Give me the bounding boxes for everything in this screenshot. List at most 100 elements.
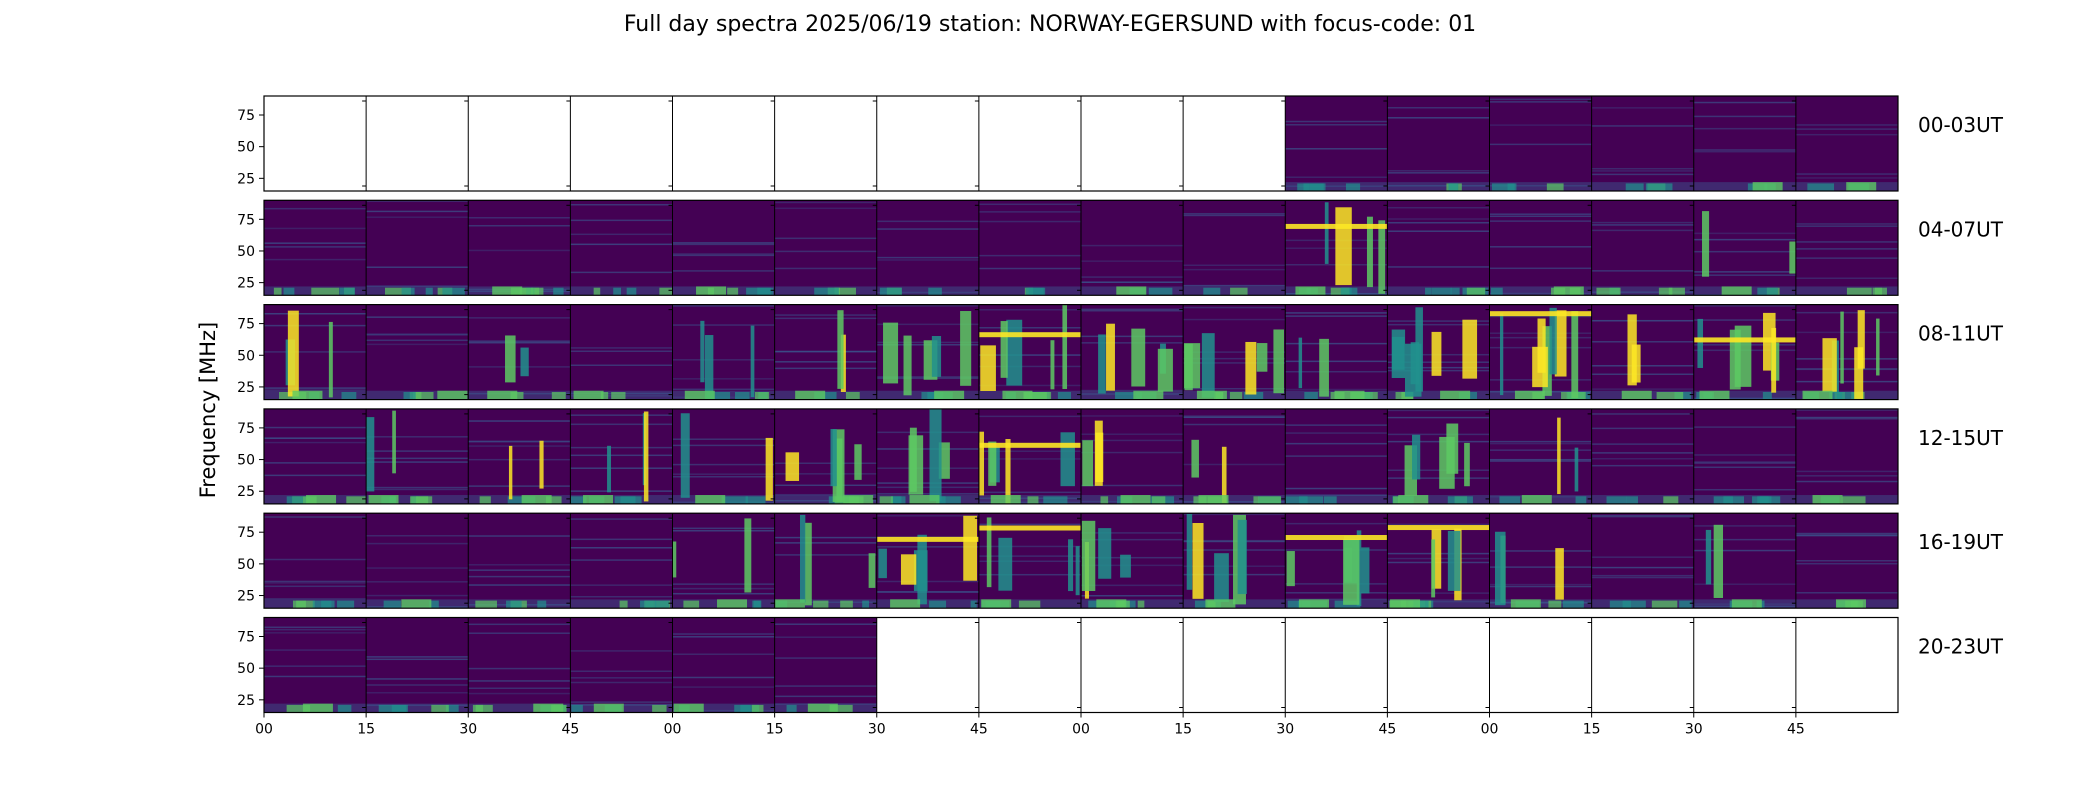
rfi-line <box>1795 380 1898 383</box>
y-tick-label: 50 <box>237 140 255 156</box>
rfi-line <box>1081 564 1184 567</box>
low-band-burst <box>1721 286 1752 296</box>
spectrogram-panel <box>1591 96 1694 191</box>
bright-band <box>1693 337 1796 343</box>
y-tick-label: 75 <box>237 421 255 437</box>
rfi-line <box>774 657 877 659</box>
rfi-line <box>978 267 1081 270</box>
low-band-burst <box>1562 600 1584 609</box>
burst-band <box>1557 417 1561 495</box>
low-band <box>1387 182 1490 191</box>
rfi-line <box>1693 319 1796 321</box>
spectrogram-panel <box>264 617 367 713</box>
burst-band <box>1273 329 1285 394</box>
low-band-burst <box>1413 600 1429 609</box>
rfi-line <box>1795 358 1898 360</box>
low-band-burst <box>1491 183 1517 191</box>
burst-band <box>980 345 996 392</box>
rfi-line <box>468 584 571 586</box>
low-band-burst <box>1575 496 1587 504</box>
rfi-line <box>264 598 367 600</box>
spectrogram-panel <box>1387 408 1490 504</box>
low-band-burst <box>813 600 829 609</box>
rfi-line <box>468 575 571 578</box>
panel-row: 25 50 75 20-23UT <box>237 616 2004 714</box>
low-band-burst <box>545 496 562 504</box>
bright-band <box>978 332 1081 338</box>
empty-panel <box>1693 617 1796 713</box>
low-band <box>876 286 979 296</box>
rfi-line <box>264 558 367 561</box>
low-band-burst <box>1253 496 1260 504</box>
low-band-burst <box>1679 600 1692 609</box>
empty-panel <box>1081 617 1184 713</box>
rfi-line <box>1081 594 1184 597</box>
spectrogram-panel <box>468 200 571 296</box>
empty-panel <box>978 96 1081 191</box>
low-band-burst <box>492 286 523 296</box>
burst-band <box>878 548 887 579</box>
rfi-line <box>468 687 571 690</box>
rfi-line <box>1795 418 1898 420</box>
rfi-line <box>1591 365 1694 367</box>
x-tick-label: 30 <box>1276 722 1294 738</box>
low-band-burst <box>1713 496 1733 504</box>
spectrogram-panel <box>1591 513 1694 609</box>
burst-band <box>785 452 800 481</box>
burst-band <box>672 541 677 578</box>
low-band-burst <box>829 704 853 713</box>
rfi-line <box>1489 215 1592 218</box>
low-band-burst <box>655 600 670 609</box>
rfi-line <box>1795 562 1898 565</box>
rfi-line <box>1693 525 1796 527</box>
low-band-burst <box>570 496 587 504</box>
low-band-burst <box>843 495 874 504</box>
low-band-burst <box>1287 600 1302 609</box>
rfi-line <box>366 200 469 202</box>
rfi-line <box>1693 149 1796 151</box>
rfi-line <box>1591 464 1694 467</box>
bright-band <box>1387 525 1490 531</box>
rfi-line <box>366 691 469 694</box>
spectrogram-panel <box>876 408 979 504</box>
low-band-burst <box>311 287 340 296</box>
rfi-line <box>672 527 775 530</box>
burst-band <box>704 335 714 400</box>
rfi-line <box>468 440 571 443</box>
rfi-line <box>1693 101 1796 104</box>
rfi-line <box>1795 475 1898 477</box>
low-band-burst <box>990 495 1021 504</box>
rfi-line <box>1591 125 1694 127</box>
rfi-line <box>1795 177 1898 179</box>
rfi-line <box>1591 443 1694 445</box>
rfi-line <box>774 350 877 353</box>
rfi-line <box>1285 360 1388 363</box>
row-frame <box>263 304 1899 401</box>
burst-band <box>1068 539 1074 592</box>
low-band-burst <box>774 599 805 609</box>
burst-band <box>986 517 992 588</box>
x-tick-label: 45 <box>970 722 988 738</box>
burst-band <box>1571 311 1579 399</box>
bright-band <box>876 536 979 542</box>
rfi-line <box>468 445 571 447</box>
rfi-line <box>1591 556 1694 558</box>
rfi-line <box>468 569 571 571</box>
low-band-burst <box>751 704 764 713</box>
rfi-line <box>1387 440 1490 443</box>
rfi-line <box>876 323 979 326</box>
rfi-line <box>1795 592 1898 594</box>
low-band-burst <box>1390 599 1421 609</box>
spectrogram-panel <box>468 304 571 400</box>
spectrogram-panel <box>366 617 469 713</box>
rfi-line <box>264 585 367 588</box>
low-band-burst <box>652 704 667 713</box>
low-band-burst <box>935 496 961 504</box>
rfi-line <box>570 681 673 684</box>
rfi-line <box>672 270 775 272</box>
rfi-line <box>264 441 367 444</box>
rfi-line <box>876 493 979 495</box>
low-band-burst <box>640 600 657 609</box>
rfi-line <box>468 341 571 344</box>
